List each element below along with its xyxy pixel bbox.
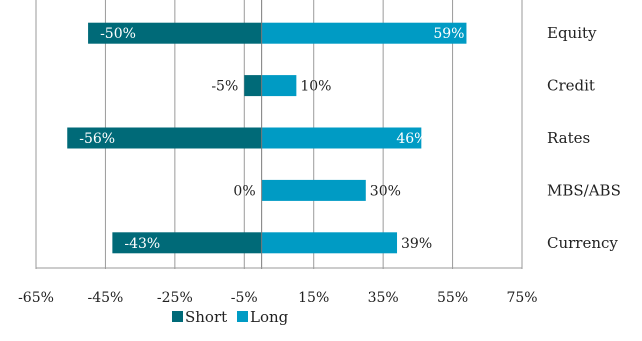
legend-swatch [237,311,248,322]
bars [67,22,467,254]
data-label-long: 39% [401,236,432,252]
bar-short-equity [88,22,262,44]
bar-long-currency [261,232,398,254]
legend: Short Long [172,308,289,326]
bar-long-rates [261,127,422,149]
x-tick-label: 15% [298,290,329,306]
bar-short-rates [67,127,262,149]
category-label: Equity [547,24,597,42]
data-label-long: 10% [300,79,331,95]
legend-label: Short [185,308,227,326]
bar-long-credit [261,75,297,97]
legend-swatch [172,311,183,322]
x-tick-label: 75% [506,290,537,306]
data-label-short: -56% [79,131,115,147]
x-tick-label: -5% [231,290,258,306]
axes [36,0,522,269]
labels: -65% -45% -25% -5% 15% 35% 55% 75% -50% 59% Equity… [18,24,621,306]
category-label: MBS/ABS [547,181,621,199]
bar-long-mbs-abs [261,179,366,201]
bar-short-credit [244,75,262,97]
data-label-long: 30% [370,183,401,199]
x-tick-label: 55% [437,290,468,306]
x-tick-label: -25% [157,290,193,306]
data-label-short: -43% [124,236,160,252]
x-tick-label: -65% [18,290,54,306]
bar-short-currency [112,232,262,254]
category-label: Currency [547,234,618,252]
data-label-long: 46% [396,131,427,147]
legend-label: Long [250,308,289,326]
x-tick-label: -45% [87,290,123,306]
category-label: Rates [547,129,590,147]
data-label-long: 59% [433,26,464,42]
category-label: Credit [547,77,595,95]
x-tick-label: 35% [368,290,399,306]
bar-long-equity [261,22,467,44]
data-label-short: 0% [233,183,255,199]
data-label-short: -5% [211,79,238,95]
data-label-short: -50% [100,26,136,42]
